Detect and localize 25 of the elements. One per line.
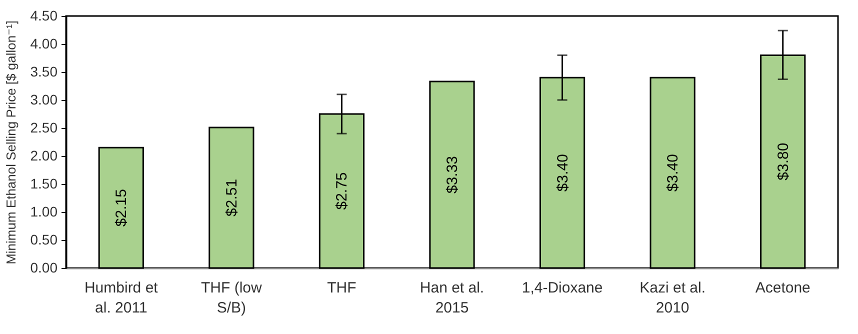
y-tick-label: 0.00 [30,260,58,276]
data-label: $3.40 [664,154,682,192]
y-tick-label: 2.00 [30,148,58,164]
x-tick-label: Acetone [755,280,810,296]
x-tick-label: Humbird et al. 2011 [84,280,159,316]
data-label: $3.80 [774,142,792,180]
data-label: $3.33 [444,156,461,194]
y-tick-label: 1.00 [30,204,58,220]
x-tick-label: 1,4-Dioxane [522,280,603,296]
data-label: $2.15 [113,189,130,227]
y-tick-label: 1.50 [30,176,58,192]
y-axis-title: Minimum Ethanol Selling Price [$ gallon⁻¹] [3,20,18,264]
y-tick-label: 3.00 [30,92,58,108]
y-tick-label: 4.00 [30,36,58,52]
x-tick-label: THF (low S/B) [201,280,262,316]
x-tick-label: THF [327,280,356,296]
data-label: $3.40 [554,154,572,192]
data-label: $2.51 [223,178,240,216]
data-label: $2.75 [334,172,351,210]
y-tick-label: 2.50 [30,120,58,136]
y-tick-label: 4.50 [30,8,58,24]
y-tick-label: 3.50 [30,64,58,80]
x-tick-label: Kazi et al. 2010 [640,280,706,316]
x-tick-label: Han et al. 2015 [420,280,484,316]
y-tick-label: 0.50 [30,232,58,248]
